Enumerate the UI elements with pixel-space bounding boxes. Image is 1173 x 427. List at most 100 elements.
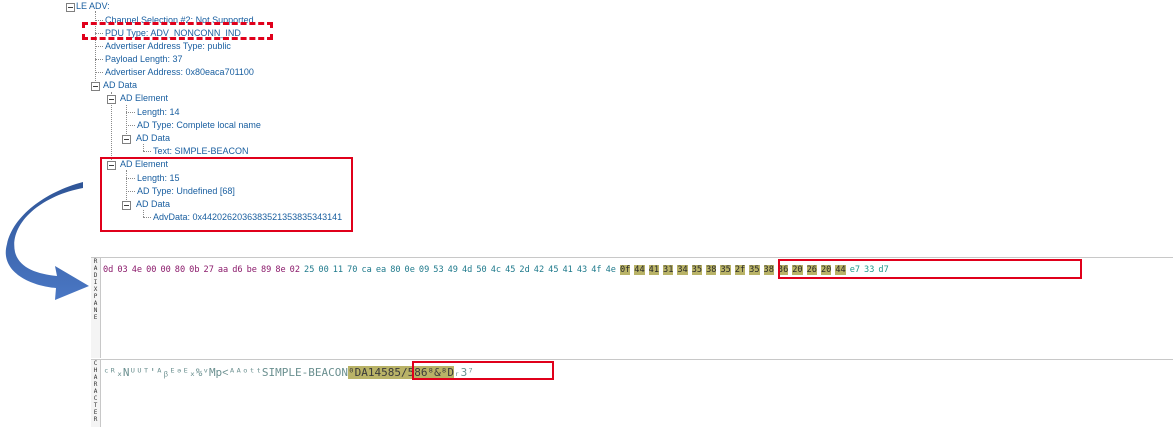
hex-byte[interactable]: 2f [734,265,746,275]
hex-byte[interactable]: 4f [591,265,602,275]
char-device-name: SIMPLE-BEACON [261,366,348,379]
collapse-toggle-ad-data[interactable] [91,82,100,91]
hex-byte[interactable]: 0b [189,265,200,275]
tree-item-ad-data[interactable]: AD Data [103,80,138,90]
tree-item-advdata[interactable]: AdvData: 0x4420262036383521353835343141 [153,212,343,222]
hex-byte[interactable]: 44 [835,265,846,275]
tree-item-channel-selection[interactable]: Channel Selection #2: Not Supported [105,15,254,25]
hex-byte[interactable]: 25 [304,265,315,275]
hex-byte[interactable]: 70 [347,265,358,275]
hex-byte[interactable]: 03 [117,265,128,275]
hex-byte[interactable]: 45 [505,265,516,275]
hex-byte[interactable]: 4d [461,265,473,275]
hex-byte[interactable]: 00 [146,265,157,275]
collapse-toggle-le-adv[interactable] [66,3,75,12]
tree-item-text-simple-beacon[interactable]: Text: SIMPLE-BEACON [153,146,249,156]
hex-byte[interactable]: 0f [619,265,631,275]
hex-byte[interactable]: 20 [820,265,832,275]
hex-byte[interactable]: d7 [878,265,889,275]
radix-side-letter: P [93,293,98,300]
ad-element-highlight-box [100,157,353,232]
hex-byte[interactable]: 8e [275,265,286,275]
tree-item-ad-data-2[interactable]: AD Data [136,199,171,209]
tree-item-ad-data-1[interactable]: AD Data [136,133,171,143]
hex-byte[interactable]: 00 [318,265,329,275]
hex-byte[interactable]: 35 [749,265,760,275]
hex-byte[interactable]: 33 [864,265,875,275]
collapse-toggle-ad-element-2[interactable] [107,161,116,170]
char-side-letter: A [93,374,98,381]
hex-byte[interactable]: 02 [289,265,301,275]
char-side-letter: R [93,381,98,388]
hex-byte[interactable]: be [246,265,257,275]
hex-byte[interactable]: 4e [605,265,616,275]
hex-byte[interactable]: ea [375,265,387,275]
tree-item-ad-element-1[interactable]: AD Element [120,93,169,103]
hex-byte[interactable]: 44 [634,265,645,275]
hex-byte[interactable]: 09 [418,265,430,275]
hex-byte[interactable]: 53 [433,265,444,275]
tree-item-ad-element-2[interactable]: AD Element [120,159,169,169]
tree-item-ad-type-local-name[interactable]: AD Type: Complete local name [137,120,261,130]
hex-bytes-row: 0d 03 4e 00 00 80 0b 27 aa d6 be 89 8e 02 25 00 11 70 ca ea… [103,265,893,275]
hex-byte[interactable]: 41 [648,265,660,275]
hex-byte[interactable]: 38 [706,265,717,275]
hex-byte[interactable]: 38 [763,265,774,275]
hex-byte[interactable]: 49 [447,265,458,275]
char-highlight: ⁰DA14585/586⁸&⁸D [348,366,454,379]
tree-item-advertiser-address[interactable]: Advertiser Address: 0x80eaca701100 [105,67,254,77]
hex-byte[interactable]: 89 [260,265,272,275]
hex-byte[interactable]: 0d [103,265,114,275]
hex-byte[interactable]: 80 [390,265,401,275]
hex-byte[interactable]: 80 [174,265,186,275]
hex-byte[interactable]: 50 [476,265,487,275]
char-side-letter: R [93,416,98,423]
curved-arrow-icon [5,182,89,300]
collapse-toggle-ad-data-2[interactable] [122,201,131,210]
hex-byte[interactable]: 2d [519,265,530,275]
tree-item-ad-type-undefined[interactable]: AD Type: Undefined [68] [137,186,235,196]
tree-item-le-adv[interactable]: LE ADV: [76,1,110,11]
char-side-letter: T [93,402,98,409]
collapse-toggle-ad-element-1[interactable] [107,95,116,104]
tree-item-payload-length[interactable]: Payload Length: 37 [105,54,183,64]
hex-byte[interactable]: 42 [533,265,545,275]
character-highlight-box [412,361,554,380]
hex-byte[interactable]: 34 [677,265,688,275]
char-suffix: ᵣ3⁷ [453,366,474,379]
radix-side-letter: A [93,265,98,272]
hex-byte[interactable]: 4c [490,265,502,275]
packet-tree: LE ADV: Channel Selection #2: Not Suppor… [0,0,420,235]
char-side-letter: C [93,360,98,367]
hex-byte[interactable]: 45 [548,265,559,275]
hex-byte[interactable]: ca [361,265,372,275]
hex-byte[interactable]: 31 [663,265,674,275]
hex-byte[interactable]: 26 [806,265,817,275]
radix-side-letter: I [93,279,98,286]
hex-byte[interactable]: aa [217,265,229,275]
hex-byte[interactable]: 11 [332,265,344,275]
hex-byte[interactable]: 0e [404,265,415,275]
tree-item-advertiser-address-type[interactable]: Advertiser Address Type: public [105,41,231,51]
collapse-toggle-ad-data-1[interactable] [122,135,131,144]
hex-byte[interactable]: 27 [203,265,214,275]
radix-side-letter: R [93,258,98,265]
radix-side-letter: N [93,307,98,314]
tree-item-pdu-type[interactable]: PDU Type: ADV_NONCONN_IND [105,28,241,38]
hex-byte[interactable]: d6 [232,265,243,275]
hex-byte[interactable]: 4e [131,265,143,275]
hex-byte[interactable]: 20 [792,265,803,275]
hex-byte[interactable]: 00 [160,265,171,275]
hex-byte[interactable]: 43 [576,265,588,275]
tree-item-length-15[interactable]: Length: 15 [137,173,180,183]
hex-byte[interactable]: e7 [849,265,861,275]
char-side-letter: A [93,388,98,395]
radix-side-letter: X [93,286,98,293]
hex-byte[interactable]: 35 [691,265,703,275]
hex-byte[interactable]: 36 [777,265,789,275]
hex-byte[interactable]: 35 [720,265,731,275]
tree-item-length-14[interactable]: Length: 14 [137,107,180,117]
hex-byte[interactable]: 41 [562,265,573,275]
